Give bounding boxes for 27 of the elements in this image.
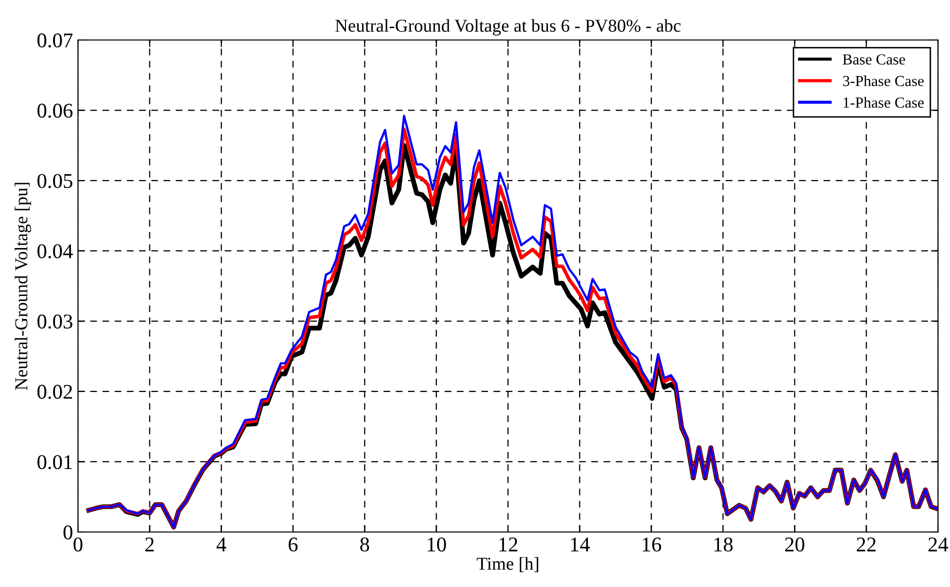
y-tick-label: 0.05	[37, 174, 72, 188]
chart-title: Neutral-Ground Voltage at bus 6 - PV80% - abc	[335, 19, 681, 36]
x-tick-label: 0	[74, 537, 82, 552]
x-tick-label: 18	[714, 537, 733, 552]
x-tick-label: 22	[856, 538, 876, 552]
x-tick-label: 10	[428, 537, 446, 552]
x-tick-label: 24	[928, 538, 948, 552]
x-tick-label: 12	[499, 538, 518, 552]
legend-label: 1-Phase Case	[844, 97, 924, 108]
y-tick-label: 0.06	[37, 104, 73, 118]
y-tick-label: 0.07	[37, 33, 73, 48]
legend-label: 3-Phase Case	[843, 75, 924, 86]
y-tick-label: 0	[64, 525, 72, 540]
x-tick-label: 4	[216, 538, 226, 552]
y-axis-title: Neutral-Ground Voltage [pu]	[14, 182, 32, 390]
x-tick-label: 16	[642, 538, 662, 552]
y-tick-label: 0.03	[37, 314, 72, 329]
x-axis-title: Time [h]	[476, 557, 538, 572]
x-tick-label: 14	[571, 538, 590, 552]
y-tick-label: 0.04	[37, 244, 73, 258]
legend-label: Base Case	[842, 54, 906, 65]
x-tick-label: 8	[360, 537, 370, 552]
y-tick-label: 0.01	[37, 455, 72, 470]
x-tick-label: 20	[785, 537, 804, 552]
y-tick-label: 0.02	[37, 384, 72, 399]
x-tick-label: 2	[145, 538, 154, 552]
x-tick-label: 6	[288, 538, 298, 552]
